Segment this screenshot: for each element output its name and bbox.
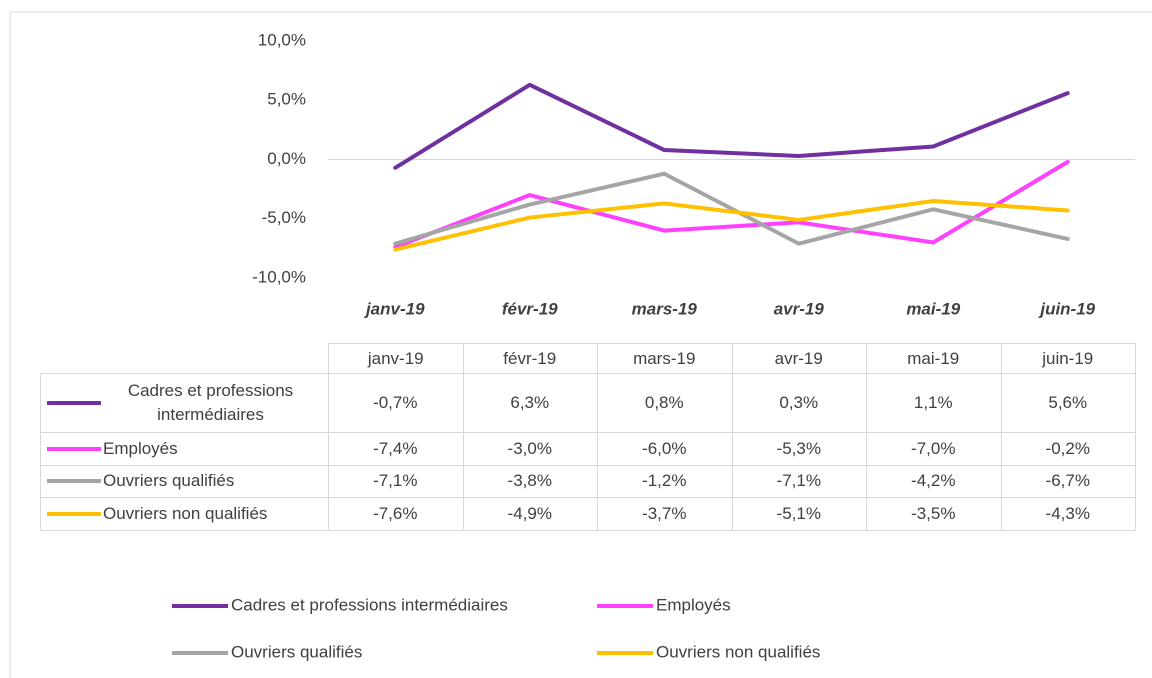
series-name: Cadres et professions intermédiaires bbox=[127, 381, 294, 424]
table-header-cell: avr-19 bbox=[731, 343, 867, 374]
table-value-cell: -4,3% bbox=[1000, 497, 1136, 531]
table-value-cell: -5,1% bbox=[731, 497, 867, 531]
table-value-cell: -3,7% bbox=[597, 497, 733, 531]
legend-key bbox=[47, 479, 101, 483]
table-value-cell: 0,8% bbox=[597, 373, 733, 433]
y-tick-label: -10,0% bbox=[252, 267, 306, 286]
series-line bbox=[393, 82, 1070, 170]
series-line bbox=[393, 159, 1070, 250]
table-value-cell: -7,0% bbox=[866, 432, 1002, 466]
table-row-header: Cadres et professions intermédiaires bbox=[40, 373, 329, 433]
legend-label: Cadres et professions intermédiaires bbox=[231, 595, 508, 614]
table-value-cell: -3,8% bbox=[462, 465, 598, 498]
y-tick-label: 5,0% bbox=[267, 90, 306, 109]
table-value-cell: -7,4% bbox=[328, 432, 464, 466]
table-value-cell: -7,6% bbox=[328, 497, 464, 531]
legend-label: Employés bbox=[656, 595, 731, 614]
legend-key bbox=[47, 401, 101, 405]
table-value-cell: -6,7% bbox=[1000, 465, 1136, 498]
table-value-cell: -7,1% bbox=[731, 465, 867, 498]
x-tick-label: mai-19 bbox=[906, 299, 960, 318]
y-tick-label: -5,0% bbox=[262, 208, 306, 227]
table-row-header: Ouvriers qualifiés bbox=[40, 465, 329, 498]
series-line bbox=[393, 198, 1070, 252]
table-value-cell: -5,3% bbox=[731, 432, 867, 466]
legend-key bbox=[47, 446, 101, 451]
table-value-cell: 6,3% bbox=[462, 373, 598, 433]
series-name: Ouvriers non qualifiés bbox=[103, 503, 268, 523]
series-name: Employés bbox=[103, 438, 178, 458]
x-tick-label: mars-19 bbox=[632, 299, 698, 318]
legend-label: Ouvriers non qualifiés bbox=[656, 642, 820, 661]
table-value-cell: -3,5% bbox=[866, 497, 1002, 531]
x-tick-label: janv-19 bbox=[364, 299, 425, 318]
table-header-cell: juin-19 bbox=[1000, 343, 1136, 374]
x-tick-label: avr-19 bbox=[774, 299, 825, 318]
table-header-cell: janv-19 bbox=[328, 343, 464, 374]
table-value-cell: -0,7% bbox=[328, 373, 464, 433]
x-tick-label: févr-19 bbox=[502, 299, 558, 318]
table-row-header: Ouvriers non qualifiés bbox=[40, 497, 329, 531]
table-header-cell: févr-19 bbox=[462, 343, 598, 374]
series-line bbox=[393, 171, 1070, 246]
table-value-cell: 0,3% bbox=[731, 373, 867, 433]
table-value-cell: -4,2% bbox=[866, 465, 1002, 498]
x-tick-label: juin-19 bbox=[1038, 299, 1095, 318]
legend-label: Ouvriers qualifiés bbox=[231, 642, 362, 661]
table-value-cell: -0,2% bbox=[1000, 432, 1136, 466]
table-value-cell: -1,2% bbox=[597, 465, 733, 498]
series-name: Ouvriers qualifiés bbox=[103, 471, 235, 490]
table-value-cell: 5,6% bbox=[1000, 373, 1136, 433]
y-tick-label: 10,0% bbox=[258, 30, 306, 49]
table-row-header: Employés bbox=[40, 432, 329, 466]
table-value-cell: -4,9% bbox=[462, 497, 598, 531]
table-value-cell: -6,0% bbox=[597, 432, 733, 466]
table-value-cell: 1,1% bbox=[866, 373, 1002, 433]
table-value-cell: -3,0% bbox=[462, 432, 598, 466]
table-header-cell: mai-19 bbox=[866, 343, 1002, 374]
y-tick-label: 0,0% bbox=[267, 149, 306, 168]
table-value-cell: -7,1% bbox=[328, 465, 464, 498]
legend-key bbox=[47, 511, 101, 516]
table-header-cell: mars-19 bbox=[597, 343, 733, 374]
